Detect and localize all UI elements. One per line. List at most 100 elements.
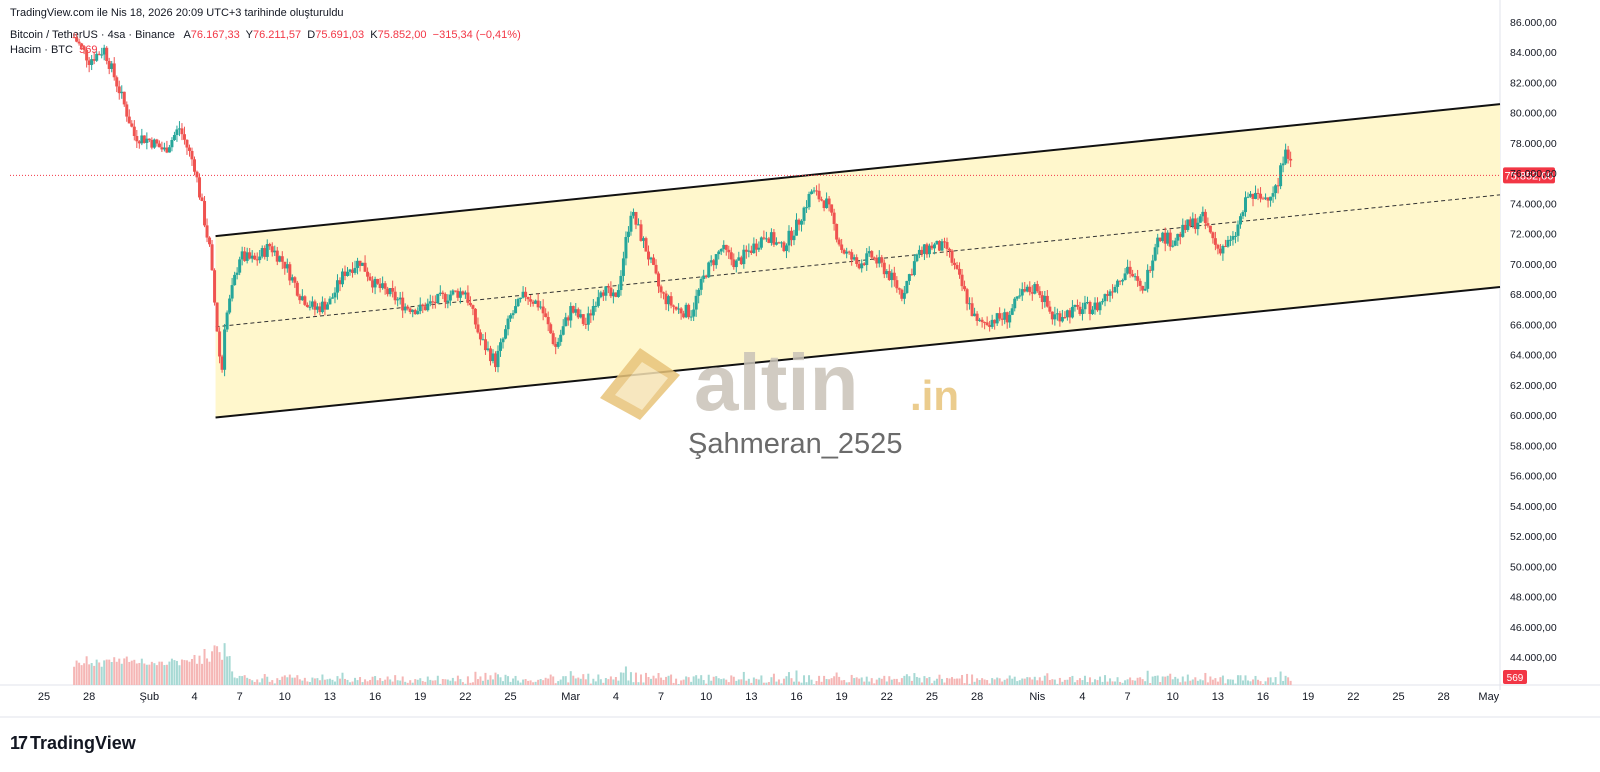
volume-bar	[858, 678, 861, 685]
volume-bar	[251, 680, 254, 685]
candle-body	[712, 260, 716, 266]
volume-bar	[996, 677, 999, 685]
candle-body	[205, 225, 209, 238]
volume-bar	[795, 670, 798, 685]
candle-body	[235, 272, 239, 275]
candle-body	[594, 305, 598, 307]
volume-bar	[1149, 683, 1152, 685]
snapshot-text: TradingView.com ile Nis 18, 2026 20:09 U…	[10, 7, 344, 19]
candle-body	[639, 224, 643, 241]
volume-bar	[150, 661, 153, 685]
candle-body	[1048, 306, 1052, 312]
volume-bar	[328, 678, 331, 685]
volume-bar	[1008, 675, 1011, 685]
volume-label[interactable]: Hacim · BTC	[10, 44, 73, 56]
candle-body	[378, 283, 382, 289]
candle-body	[268, 244, 272, 247]
volume-bar	[449, 680, 452, 685]
candle-body	[1116, 280, 1120, 287]
x-tick-label: 22	[459, 691, 471, 703]
candle-body	[438, 292, 442, 294]
candle-body	[855, 257, 859, 265]
volume-bar	[491, 679, 494, 685]
candle-body	[1123, 273, 1127, 281]
volume-bar	[461, 682, 464, 685]
volume-bar	[574, 678, 577, 685]
volume-bar	[637, 682, 640, 685]
candle-body	[330, 297, 334, 299]
candle-body	[325, 304, 329, 310]
volume-bar	[1096, 680, 1099, 685]
tradingview-logo[interactable]: 17 TradingView	[10, 733, 136, 754]
candle-body	[423, 306, 427, 311]
candle-body	[687, 304, 691, 317]
candle-body	[1171, 245, 1175, 247]
candle-body	[175, 129, 179, 136]
volume-bar	[1191, 679, 1194, 685]
candle-body	[744, 249, 748, 252]
candle-body	[130, 123, 134, 127]
volume-bar	[800, 682, 803, 685]
candle-body	[198, 177, 202, 198]
volume-bar	[1151, 676, 1154, 685]
symbol-label[interactable]: Bitcoin / TetherUS · 4sa · Binance	[10, 29, 175, 41]
volume-bar	[951, 677, 954, 685]
volume-bar	[115, 661, 118, 685]
volume-bar	[1204, 672, 1207, 685]
volume-bar	[1196, 680, 1199, 685]
ohlc-legend: Bitcoin / TetherUS · 4sa · Binance A76.1…	[10, 29, 521, 41]
close-label: K	[370, 29, 378, 41]
volume-bar	[256, 679, 259, 685]
candle-body	[772, 232, 776, 245]
candle-body	[727, 249, 731, 253]
candle-body	[880, 257, 884, 263]
candle-body	[1249, 193, 1253, 197]
volume-bar	[1174, 676, 1177, 685]
candle-body	[1231, 236, 1235, 240]
volume-bar	[968, 683, 971, 685]
volume-bar	[777, 679, 780, 685]
volume-bar	[213, 645, 216, 685]
candle-body	[902, 292, 906, 299]
volume-bar	[241, 676, 244, 685]
candle-body	[1138, 280, 1142, 286]
volume-bar	[404, 681, 407, 685]
x-tick-label: 4	[613, 691, 619, 703]
volume-bar	[1093, 679, 1096, 685]
candle-body	[692, 309, 696, 317]
candle-body	[273, 250, 277, 253]
candle-body	[759, 237, 763, 248]
low-label: D	[307, 29, 316, 41]
candle-body	[719, 248, 723, 252]
volume-bar	[1239, 675, 1242, 685]
candle-body	[157, 143, 161, 148]
candle-body	[694, 295, 698, 310]
volume-bar	[185, 660, 188, 685]
candle-body	[953, 262, 957, 265]
candle-body	[521, 291, 525, 298]
volume-bar	[221, 659, 224, 685]
candle-body	[1121, 280, 1125, 282]
volume-bar	[155, 665, 158, 685]
volume-bar	[820, 681, 823, 685]
y-tick-label: 44.000,00	[1510, 652, 1557, 664]
volume-bar	[933, 680, 936, 685]
volume-bar	[1154, 675, 1157, 685]
candle-body	[117, 86, 121, 94]
volume-bar	[1043, 675, 1046, 685]
candle-body	[506, 318, 510, 330]
volume-bar	[497, 674, 500, 685]
volume-bar	[1083, 675, 1086, 685]
volume-bar	[311, 677, 314, 685]
candle-body	[147, 138, 151, 141]
volume-bar	[1031, 679, 1034, 685]
volume-bar	[619, 672, 622, 685]
candle-body	[1181, 224, 1185, 237]
channel-upper-line	[215, 103, 1501, 238]
candle-body	[912, 261, 916, 275]
volume-bar	[80, 665, 83, 685]
volume-bar	[236, 678, 239, 685]
volume-bar	[813, 684, 816, 685]
candle-body	[619, 275, 623, 291]
